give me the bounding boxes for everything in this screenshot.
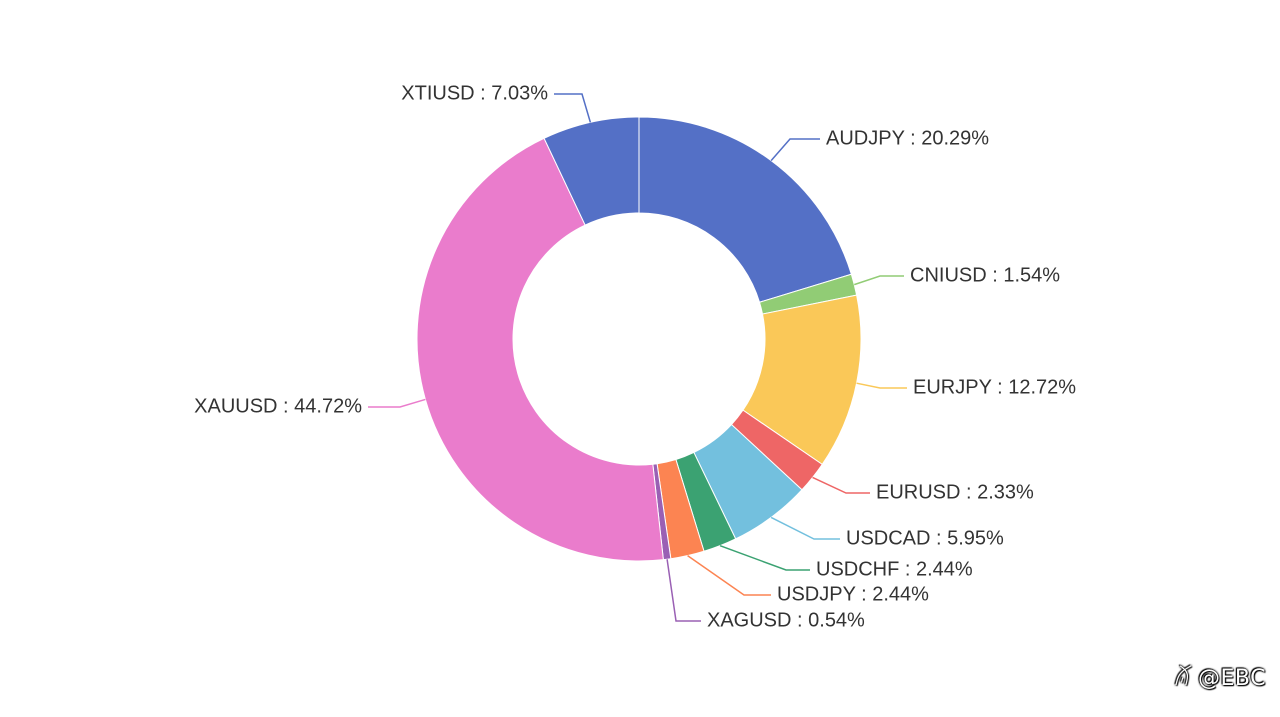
label-usdjpy: USDJPY : 2.44%: [777, 583, 929, 605]
label-audjpy: AUDJPY : 20.29%: [826, 127, 989, 149]
slice-xtiusd[interactable]: [543, 116, 640, 226]
leader-line-audjpy: [770, 138, 820, 162]
leader-line-usdjpy: [687, 555, 771, 596]
labels-layer: AUDJPY : 20.29% CNIUSD : 1.54% EURJPY : 12…: [194, 82, 1076, 631]
leader-line-xauusd: [368, 398, 426, 408]
slice-audjpy[interactable]: [638, 116, 852, 303]
leader-lines-layer: [368, 93, 907, 622]
leader-line-usdcad: [770, 516, 840, 540]
label-xauusd: XAUUSD : 44.72%: [194, 395, 362, 417]
watermark-logo-icon: ꊼ: [1172, 666, 1191, 691]
label-usdchf: USDCHF : 2.44%: [816, 558, 973, 580]
slice-xauusd[interactable]: [416, 137, 664, 562]
slices-layer: [416, 116, 862, 562]
leader-line-xagusd: [666, 559, 701, 622]
watermark: ꊼ @EBC: [1172, 662, 1266, 691]
leader-line-eurjpy: [856, 382, 907, 389]
watermark-text: @EBC: [1198, 666, 1266, 691]
label-usdcad: USDCAD : 5.95%: [846, 527, 1004, 549]
leader-line-eurusd: [812, 476, 870, 494]
leader-line-cniusd: [853, 275, 904, 286]
label-xtiusd: XTIUSD : 7.03%: [401, 82, 548, 104]
label-eurusd: EURUSD : 2.33%: [876, 481, 1034, 503]
leader-line-usdchf: [719, 544, 810, 571]
label-cniusd: CNIUSD : 1.54%: [910, 264, 1060, 286]
label-xagusd: XAGUSD : 0.54%: [707, 609, 865, 631]
label-eurjpy: EURJPY : 12.72%: [913, 376, 1076, 398]
leader-line-xtiusd: [554, 93, 592, 123]
